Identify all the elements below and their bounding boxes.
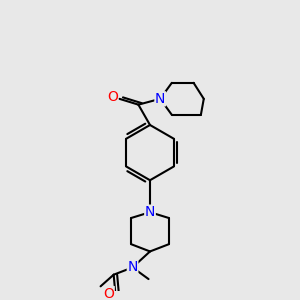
Text: N: N	[155, 92, 165, 106]
Text: O: O	[107, 90, 118, 104]
Text: O: O	[103, 286, 114, 300]
Text: N: N	[128, 260, 138, 274]
Text: N: N	[145, 205, 155, 219]
